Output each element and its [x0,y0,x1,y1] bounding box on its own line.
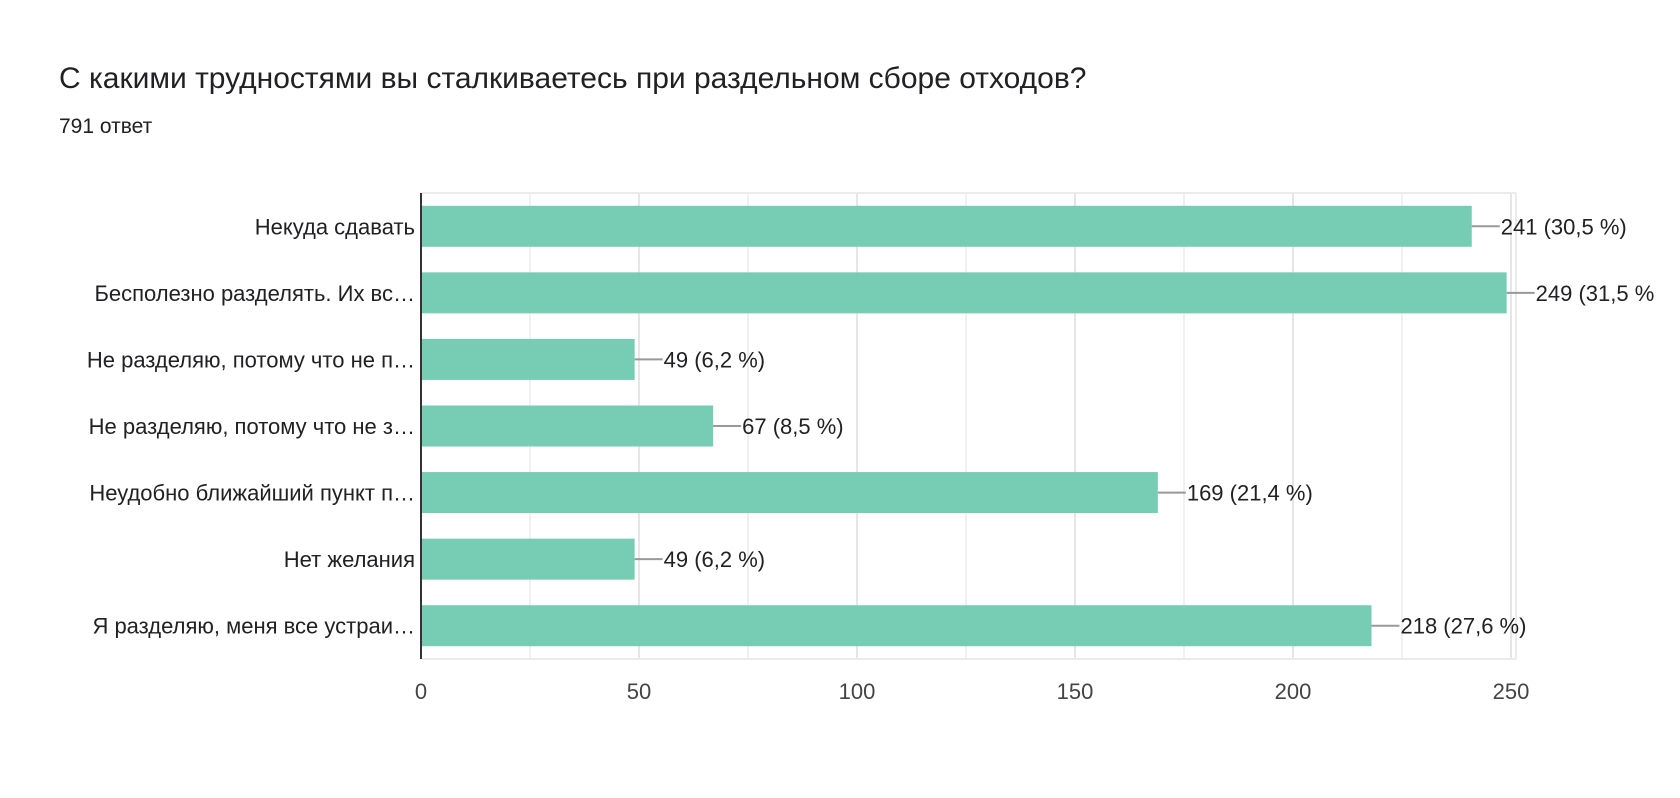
category-label: Нет желания [284,547,415,572]
bar [421,538,635,580]
bar [421,405,714,447]
x-tick-label: 200 [1275,679,1312,704]
bar [421,605,1372,647]
data-label: 169 (21,4 %) [1187,481,1313,506]
x-tick-label: 100 [839,679,876,704]
category-label: Бесполезно разделять. Их вс… [94,281,415,306]
data-label: 49 (6,2 %) [664,547,766,572]
data-label: 67 (8,5 %) [742,414,844,439]
bar [421,205,1472,247]
bar [421,472,1158,514]
x-tick-label: 150 [1057,679,1094,704]
bar [421,338,635,380]
x-tick-label: 0 [415,679,427,704]
category-label: Некуда сдавать [255,214,415,239]
chart-title: С какими трудностями вы сталкиваетесь пр… [59,62,1087,95]
x-tick-label: 250 [1493,679,1530,704]
data-label: 241 (30,5 %) [1501,214,1627,239]
data-label: 49 (6,2 %) [664,347,766,372]
category-label: Не разделяю, потому что не п… [87,347,415,372]
data-label: 249 (31,5 % [1536,281,1655,306]
response-count: 791 ответ [59,115,153,138]
data-label: 218 (27,6 %) [1400,614,1526,639]
category-label: Я разделяю, меня все устраи… [92,614,415,639]
category-label: Не разделяю, потому что не з… [89,414,415,439]
category-label: Неудобно ближайший пункт п… [89,481,415,506]
x-tick-label: 50 [627,679,651,704]
bar [421,272,1507,314]
